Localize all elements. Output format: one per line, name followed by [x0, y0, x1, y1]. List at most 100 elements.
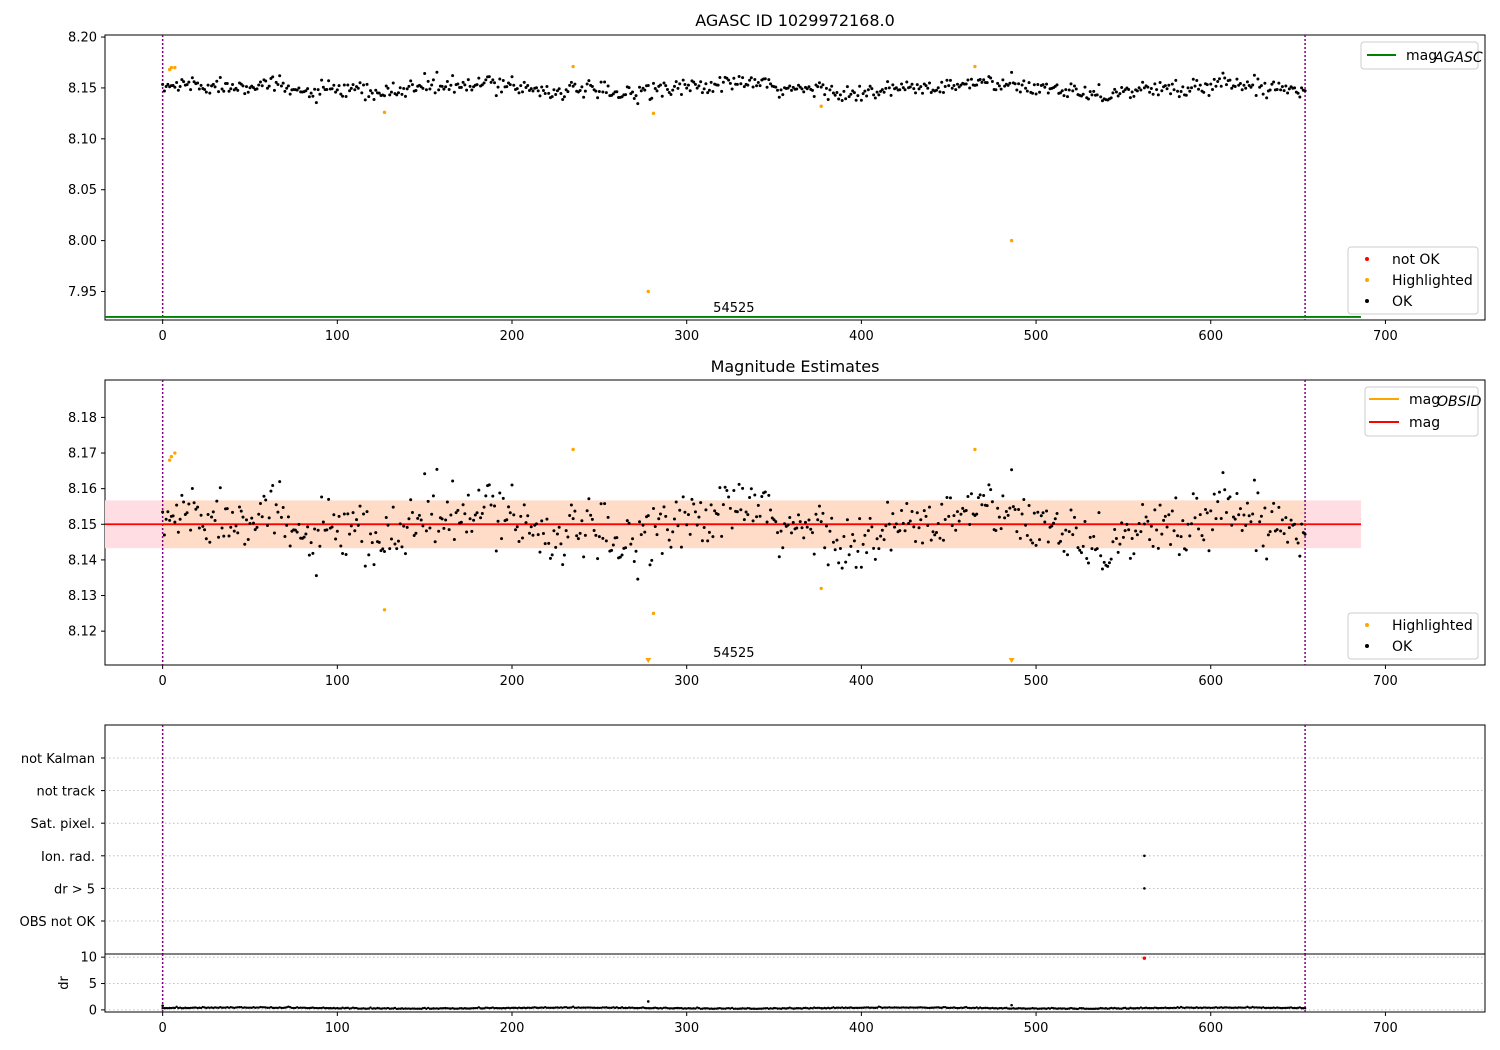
ok-point — [781, 546, 785, 550]
ok-point — [688, 532, 692, 536]
ok-point — [1020, 83, 1024, 87]
dr-point — [596, 1006, 599, 1010]
ok-point — [870, 525, 874, 529]
dr-point — [416, 1007, 419, 1010]
ok-point — [421, 86, 425, 90]
ok-point — [947, 514, 951, 518]
ok-point — [952, 514, 956, 518]
ok-point — [180, 493, 184, 497]
ok-point — [1053, 517, 1057, 521]
ok-point — [980, 80, 984, 84]
dr-point — [440, 1007, 444, 1010]
dr-point — [755, 1007, 758, 1011]
ok-point — [320, 78, 324, 82]
ok-point — [389, 537, 393, 541]
ok-point — [258, 502, 262, 506]
ok-point — [1165, 525, 1169, 529]
ok-point — [1085, 556, 1089, 560]
ok-point — [845, 85, 849, 89]
ok-point — [1303, 532, 1307, 536]
dr-point — [853, 1006, 856, 1010]
ok-point — [285, 523, 289, 527]
ok-point — [900, 82, 904, 86]
legend-label: mag — [1406, 48, 1437, 64]
dr-point — [290, 1006, 294, 1010]
dr-point — [1284, 1006, 1288, 1010]
ok-point — [1097, 83, 1101, 87]
mag-xtick-label: 400 — [849, 674, 874, 689]
dr-point — [956, 1006, 959, 1010]
ok-point — [1109, 96, 1113, 100]
dr-point — [675, 1006, 678, 1010]
ok-point — [1158, 503, 1162, 507]
ok-point — [559, 542, 563, 546]
ok-point — [966, 494, 970, 498]
ok-point — [227, 89, 231, 93]
ok-point — [1059, 91, 1063, 95]
ok-point — [344, 95, 348, 99]
dr-point — [566, 1006, 570, 1010]
ok-point — [634, 94, 638, 98]
ok-point — [702, 525, 706, 529]
ok-point — [189, 528, 193, 532]
dr-point — [273, 1006, 276, 1010]
ok-point — [1148, 90, 1152, 94]
dr-point — [1253, 1006, 1256, 1009]
ok-point — [1158, 80, 1162, 84]
ok-point — [562, 553, 566, 557]
flag-category-label: dr > 5 — [54, 882, 95, 897]
ok-point — [830, 84, 834, 88]
dr-point — [521, 1006, 524, 1010]
ok-point — [456, 82, 460, 86]
dr-point — [198, 1006, 201, 1009]
legend-label: OK — [1392, 639, 1413, 655]
dr-point — [1059, 1007, 1062, 1010]
ok-point — [915, 83, 919, 87]
ok-point — [886, 80, 890, 84]
dr-point — [1101, 1007, 1104, 1010]
ok-point — [650, 96, 654, 100]
ok-point — [215, 499, 219, 503]
ok-point — [1059, 539, 1063, 543]
ok-point — [777, 555, 781, 559]
ok-point — [547, 541, 551, 545]
ok-point — [610, 548, 614, 552]
ok-point — [879, 534, 883, 538]
dr-point — [984, 1006, 987, 1010]
ok-point — [859, 98, 863, 102]
ok-point — [646, 83, 650, 87]
ok-point — [1032, 511, 1036, 515]
ok-point — [550, 553, 554, 557]
ok-point — [1230, 86, 1234, 90]
ok-point — [1221, 71, 1225, 75]
ok-point — [599, 502, 603, 506]
ok-point — [824, 524, 828, 528]
ok-point — [1142, 86, 1146, 90]
ok-point — [507, 505, 511, 509]
dr-point — [236, 1006, 239, 1009]
ok-point — [875, 90, 879, 94]
highlighted-point — [651, 611, 656, 616]
ok-point — [410, 83, 414, 87]
ok-point — [849, 544, 853, 548]
ok-point — [309, 91, 313, 95]
dr-point — [1057, 1007, 1060, 1010]
ok-point — [540, 519, 544, 523]
ok-point — [636, 577, 640, 581]
ok-point — [1081, 544, 1085, 548]
ok-point — [978, 493, 982, 497]
ok-point — [325, 88, 329, 92]
ok-point — [295, 530, 299, 534]
ok-point — [699, 501, 703, 505]
ok-point — [807, 518, 811, 522]
ok-point — [1160, 89, 1164, 93]
highlighted-point — [1009, 238, 1014, 243]
ok-point — [370, 541, 374, 545]
ok-point — [362, 512, 366, 516]
dr-point — [919, 1006, 922, 1009]
ok-point — [569, 80, 573, 84]
dr-point — [917, 1006, 921, 1009]
ok-point — [231, 510, 235, 514]
ok-point — [243, 92, 247, 96]
